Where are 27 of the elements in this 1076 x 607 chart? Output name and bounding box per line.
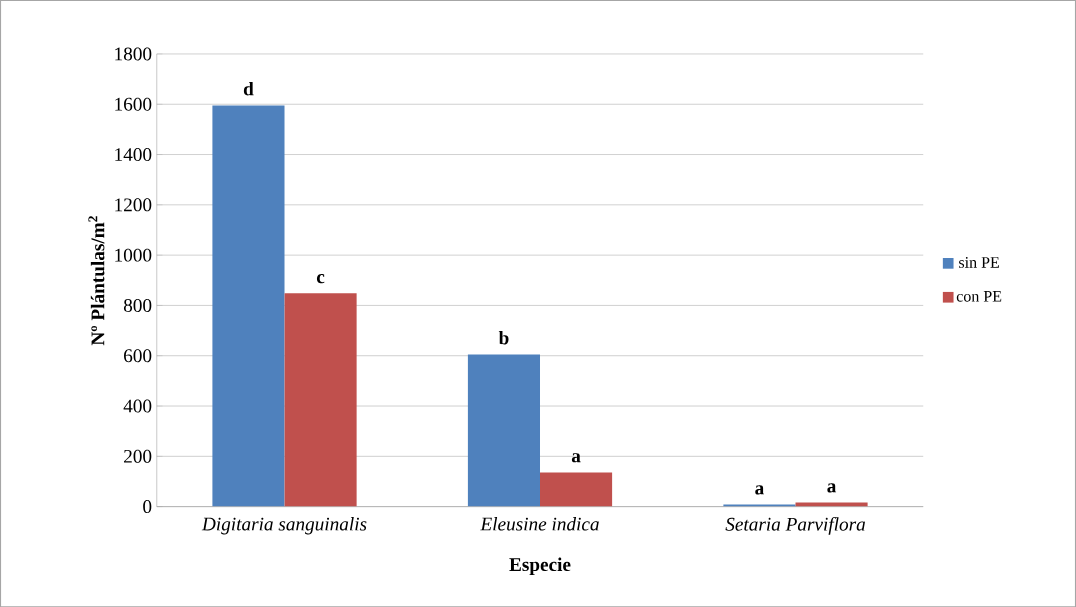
x-tick-label: Digitaria sanguinalis xyxy=(201,516,367,535)
y-axis-title: Nº Plántulas/m$^{2}$ xyxy=(88,216,105,346)
y-tick-label: 1400 xyxy=(115,147,152,161)
annotation: b xyxy=(498,330,509,345)
legend-label: con PE xyxy=(956,290,1002,302)
bar xyxy=(212,105,285,507)
bar xyxy=(467,354,540,507)
y-tick-label: 0 xyxy=(143,499,152,513)
y-tick-label: 400 xyxy=(123,399,152,413)
annotation: c xyxy=(316,273,325,284)
annotation: a xyxy=(827,483,837,493)
x-axis-title: Especie xyxy=(509,557,571,575)
y-tick-label: 200 xyxy=(124,449,152,463)
y-tick-label: 800 xyxy=(123,298,152,312)
x-tick-label: Eleusine indica xyxy=(480,516,599,531)
annotation: a xyxy=(571,453,581,463)
annotation: d xyxy=(243,81,254,96)
y-tick-label: 1200 xyxy=(115,198,152,212)
y-tick-label: 1600 xyxy=(115,97,152,111)
y-tick-label: 600 xyxy=(124,349,152,363)
annotation: a xyxy=(755,485,764,495)
bar xyxy=(284,293,357,507)
bar xyxy=(540,472,613,507)
legend-label: sin PE xyxy=(959,256,1000,268)
x-tick-label: Setaria Parviflora xyxy=(725,516,866,535)
y-tick-label: 1000 xyxy=(115,248,152,262)
y-tick-label: 1800 xyxy=(115,47,152,61)
